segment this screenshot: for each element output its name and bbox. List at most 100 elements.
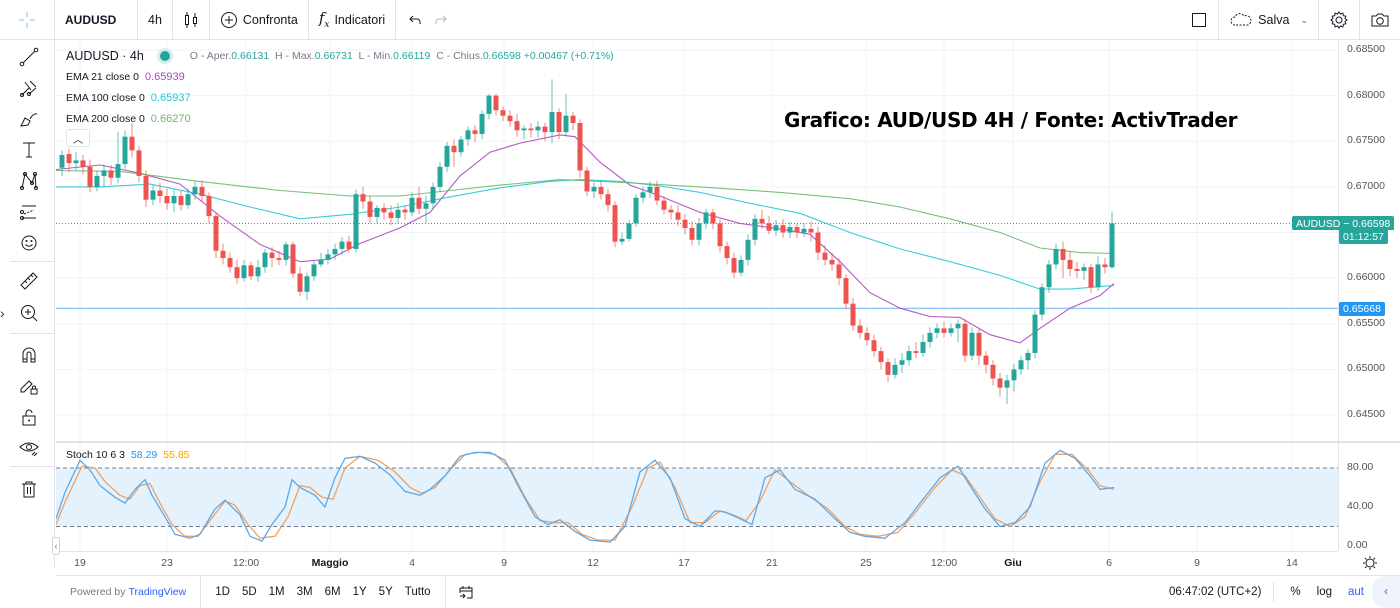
magnet-icon — [22, 347, 36, 363]
chart-style-button[interactable] — [173, 0, 210, 40]
price-axis-label: 0.67000 — [1347, 179, 1385, 192]
price-axis-label: 0.65000 — [1347, 362, 1385, 375]
candles-icon — [184, 11, 197, 28]
settings-button[interactable] — [1318, 0, 1359, 40]
ema21-value: 0.65939 — [144, 70, 185, 83]
chart-annotation-text: Grafico: AUD/USD 4H / Fonte: ActivTrader — [784, 108, 1238, 132]
stochastic-chart — [56, 443, 1338, 551]
main-chart-pane[interactable] — [56, 40, 1338, 442]
stoch-axis-label: 80.00 — [1347, 461, 1374, 473]
tradingview-link[interactable]: TradingView — [128, 585, 187, 598]
log-scale-toggle[interactable]: log — [1316, 586, 1332, 598]
lock-all-tool[interactable] — [18, 406, 40, 428]
scroll-back-chevron-icon[interactable]: ‹ — [1372, 576, 1400, 608]
crosshair-tool-button[interactable] — [0, 0, 55, 40]
undo-button[interactable] — [396, 0, 428, 40]
price-axis-label: 0.67500 — [1347, 134, 1385, 147]
pattern-tool[interactable] — [18, 170, 40, 192]
bottom-toolbar: Powered by TradingView 1D 5D 1M 3M 6M 1Y 5Y Tutt… — [56, 575, 1400, 608]
toolbar-divider — [10, 261, 55, 262]
auto-scale-toggle[interactable]: aut — [1348, 586, 1364, 598]
redo-button[interactable] — [428, 0, 454, 40]
stochastic-pane[interactable] — [56, 443, 1338, 551]
icon-tool[interactable] — [18, 232, 40, 254]
range-button-1y[interactable]: 1Y — [352, 585, 367, 598]
pitchfork-icon — [20, 80, 37, 97]
range-button-3m[interactable]: 3M — [296, 585, 313, 598]
range-button-1m[interactable]: 1M — [268, 585, 285, 598]
price-axis[interactable]: 0.64500 0.65000 0.65500 0.66000 0.67000 0.675… — [1338, 40, 1400, 551]
toolbar-divider — [10, 466, 55, 467]
bar-countdown-tag: 01:12:57 — [1339, 230, 1388, 244]
chart-legend: AUDUSD · 4h O - Aper.0.66131 H - Max.0.6… — [66, 45, 614, 129]
time-axis-label: 6 — [1106, 557, 1112, 569]
pane-separator[interactable] — [56, 441, 1400, 443]
eye-icon — [19, 442, 39, 457]
range-button-6m[interactable]: 6M — [324, 585, 341, 598]
indicator-legend-ema200[interactable]: EMA 200 close 0 0.66270 — [66, 112, 191, 125]
indicator-legend-ema100[interactable]: EMA 100 close 0 0.65937 — [66, 91, 191, 104]
time-axis[interactable]: 19 23 12:00 Maggio 4 9 12 17 21 25 12:00 Giu 6 9 14 — [56, 551, 1338, 575]
range-button-tutto[interactable]: Tutto — [404, 585, 431, 598]
top-toolbar-right: Salva ⌄ — [1180, 0, 1400, 40]
range-button-1d[interactable]: 1D — [215, 585, 230, 598]
time-axis-label: 25 — [860, 557, 872, 569]
time-axis-label: 4 — [409, 557, 415, 569]
hide-drawings-tool[interactable] — [18, 437, 40, 459]
stoch-axis-label: 0.00 — [1347, 539, 1368, 551]
brush-icon — [20, 113, 38, 127]
pattern-icon — [20, 172, 38, 190]
screenshot-button[interactable] — [1359, 0, 1400, 40]
gear-icon — [1330, 11, 1348, 29]
lock-drawings-tool[interactable] — [18, 375, 40, 397]
magnet-tool[interactable] — [18, 344, 40, 366]
square-icon — [1192, 13, 1207, 27]
drawing-toolbar: › — [0, 40, 55, 568]
pitchfork-tool[interactable] — [18, 77, 40, 99]
go-to-date-button[interactable] — [446, 584, 486, 600]
market-open-indicator-icon — [159, 50, 170, 61]
redo-icon — [435, 15, 447, 24]
collapse-legend-button[interactable]: ︿ — [66, 129, 90, 147]
text-icon — [23, 142, 35, 158]
symbol-search-button[interactable]: AUDUSD — [55, 0, 138, 40]
compare-button[interactable]: Confronta — [210, 0, 309, 40]
interval-button[interactable]: 4h — [138, 0, 173, 40]
zoom-in-tool[interactable] — [18, 302, 40, 324]
trend-line-tool[interactable] — [18, 46, 40, 68]
scroll-left-chevron-icon[interactable]: ‹ — [52, 537, 60, 555]
compare-label: Confronta — [242, 12, 298, 27]
clock[interactable]: 06:47:02 (UTC+2) — [1157, 582, 1275, 602]
price-axis-label: 0.68500 — [1347, 43, 1385, 55]
range-button-5d[interactable]: 5D — [241, 585, 257, 598]
text-tool[interactable] — [18, 139, 40, 161]
time-axis-label: 17 — [678, 557, 690, 569]
price-axis-label: 0.66000 — [1347, 271, 1385, 284]
expand-toolbar-chevron-icon[interactable]: › — [0, 305, 5, 321]
ohlc-row: AUDUSD · 4h O - Aper.0.66131 H - Max.0.6… — [66, 45, 614, 66]
ema200-value: 0.66270 — [150, 112, 191, 125]
brush-tool[interactable] — [18, 108, 40, 130]
range-button-5y[interactable]: 5Y — [378, 585, 393, 598]
toolbar-divider — [10, 333, 55, 334]
measure-tool[interactable] — [18, 270, 40, 292]
zoom-in-icon — [21, 305, 38, 322]
gear-icon — [1363, 556, 1377, 570]
pencil-lock-icon — [20, 380, 38, 395]
symbol-label: AUDUSD — [65, 12, 117, 27]
prediction-tool[interactable] — [18, 201, 40, 223]
stochastic-legend[interactable]: Stoch 10 6 3 58.29 55.85 — [66, 449, 190, 461]
save-button[interactable]: Salva ⌄ — [1218, 0, 1318, 40]
indicators-button[interactable]: fx Indicatori — [309, 0, 397, 40]
calendar-goto-icon — [459, 585, 473, 598]
indicators-label: Indicatori — [334, 12, 386, 27]
legend-title: AUDUSD · 4h — [66, 48, 144, 63]
time-axis-label: 12:00 — [930, 557, 958, 569]
remove-drawings-tool[interactable] — [18, 478, 40, 500]
axis-settings-button[interactable] — [1360, 553, 1380, 573]
percent-scale-toggle[interactable]: % — [1290, 586, 1301, 598]
indicator-legend-ema21[interactable]: EMA 21 close 0 0.65939 — [66, 70, 185, 83]
fullscreen-button[interactable] — [1180, 0, 1218, 40]
save-label: Salva — [1258, 13, 1290, 27]
crosshair-icon — [19, 11, 35, 28]
